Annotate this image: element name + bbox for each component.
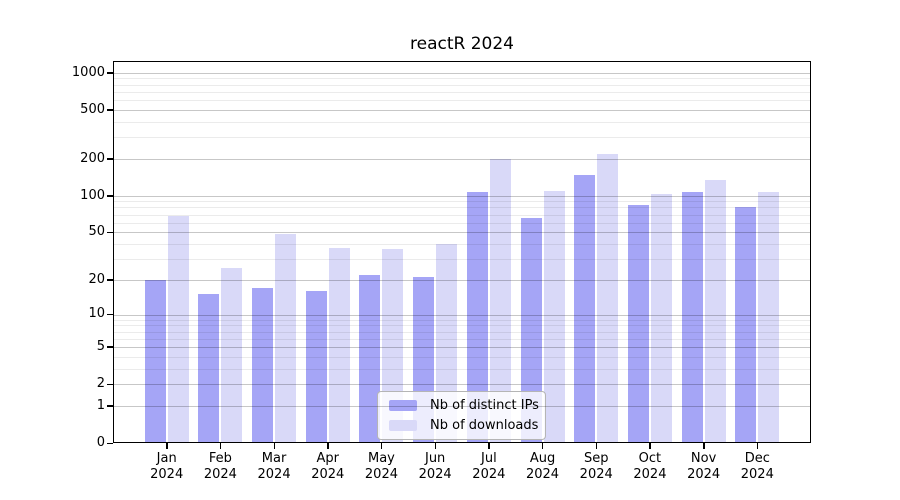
bar-dec-nb-of-distinct-ips [735, 206, 757, 443]
y-tick-label-0: 0 [96, 435, 105, 450]
x-tick-label-oct: Oct 2024 [633, 451, 667, 482]
bar-aug-nb-of-distinct-ips [520, 218, 542, 443]
x-tick-jun [434, 443, 437, 449]
x-tick-label-apr: Apr 2024 [311, 451, 345, 482]
legend-swatch-downloads [389, 420, 417, 431]
x-tick-jan [166, 443, 168, 449]
x-tick-label-sep: Sep 2024 [579, 451, 613, 482]
y-tick-label-20: 20 [88, 271, 105, 287]
legend: Nb of distinct IPs Nb of downloads [377, 391, 546, 440]
bar-jan-nb-of-downloads [167, 216, 189, 443]
bar-sep-nb-of-distinct-ips [574, 174, 596, 443]
plot-area: Nb of distinct IPs Nb of downloads [113, 61, 811, 443]
bar-sep-nb-of-downloads [597, 153, 619, 443]
x-tick-apr [327, 443, 329, 449]
bar-may-nb-of-distinct-ips [359, 274, 381, 443]
bar-oct-nb-of-distinct-ips [627, 204, 649, 443]
bar-aug-nb-of-downloads [543, 190, 565, 443]
x-tick-oct [649, 443, 651, 449]
bar-jul-nb-of-distinct-ips [466, 191, 488, 443]
x-tick-label-jan: Jan 2024 [150, 451, 184, 482]
bar-apr-nb-of-downloads [328, 248, 350, 443]
legend-label-downloads: Nb of downloads [430, 418, 539, 433]
y-tick-2 [107, 383, 113, 385]
legend-swatch-distinct-ips [389, 400, 417, 411]
y-tick-5 [107, 346, 113, 348]
x-tick-label-feb: Feb 2024 [203, 451, 237, 482]
bar-mar-nb-of-distinct-ips [252, 288, 274, 443]
x-tick-jul [488, 443, 490, 449]
x-tick-dec [756, 443, 759, 449]
bar-feb-nb-of-downloads [221, 268, 243, 443]
bar-dec-nb-of-downloads [758, 191, 780, 443]
bar-jul-nb-of-downloads [489, 158, 511, 443]
y-tick-label-1: 1 [96, 397, 105, 413]
x-tick-may [380, 443, 383, 449]
x-tick-feb [219, 443, 222, 449]
x-tick-sep [595, 443, 598, 449]
y-tick-200 [107, 158, 113, 160]
x-tick-label-jul: Jul 2024 [472, 451, 506, 482]
bar-jan-nb-of-distinct-ips [144, 279, 166, 443]
y-tick-100 [107, 195, 113, 197]
y-tick-20 [107, 279, 113, 281]
bar-mar-nb-of-downloads [275, 234, 297, 443]
legend-item-downloads: Nb of downloads [389, 417, 538, 434]
legend-label-distinct-ips: Nb of distinct IPs [430, 398, 539, 413]
bar-nov-nb-of-distinct-ips [681, 191, 703, 443]
y-tick-label-1000: 1000 [71, 64, 105, 80]
y-tick-label-50: 50 [88, 224, 105, 240]
y-tick-50 [107, 231, 113, 234]
y-tick-label-500: 500 [80, 101, 105, 117]
y-tick-label-5: 5 [96, 338, 105, 354]
y-tick-0 [107, 442, 113, 444]
x-tick-nov [703, 443, 705, 449]
y-tick-1000 [107, 72, 113, 74]
x-tick-label-dec: Dec 2024 [740, 451, 774, 482]
y-tick-label-10: 10 [88, 306, 105, 322]
y-tick-label-200: 200 [80, 150, 105, 166]
legend-item-distinct-ips: Nb of distinct IPs [389, 397, 539, 414]
bar-feb-nb-of-distinct-ips [198, 294, 220, 443]
x-tick-label-mar: Mar 2024 [257, 451, 291, 482]
x-tick-label-jun: Jun 2024 [418, 451, 452, 482]
bar-nov-nb-of-downloads [704, 180, 726, 443]
x-tick-label-may: May 2024 [364, 451, 398, 482]
bars-layer [113, 61, 811, 443]
x-tick-label-aug: Aug 2024 [525, 451, 560, 482]
y-tick-1 [107, 405, 113, 407]
x-tick-aug [542, 443, 544, 449]
bar-apr-nb-of-distinct-ips [305, 291, 327, 443]
chart-title: reactR 2024 [410, 34, 514, 54]
y-tick-label-2: 2 [96, 376, 105, 392]
y-tick-10 [107, 313, 113, 316]
y-tick-label-100: 100 [80, 187, 105, 203]
x-tick-label-nov: Nov 2024 [687, 451, 721, 482]
x-tick-mar [273, 443, 275, 449]
y-tick-500 [107, 109, 113, 111]
bar-oct-nb-of-downloads [650, 194, 672, 443]
